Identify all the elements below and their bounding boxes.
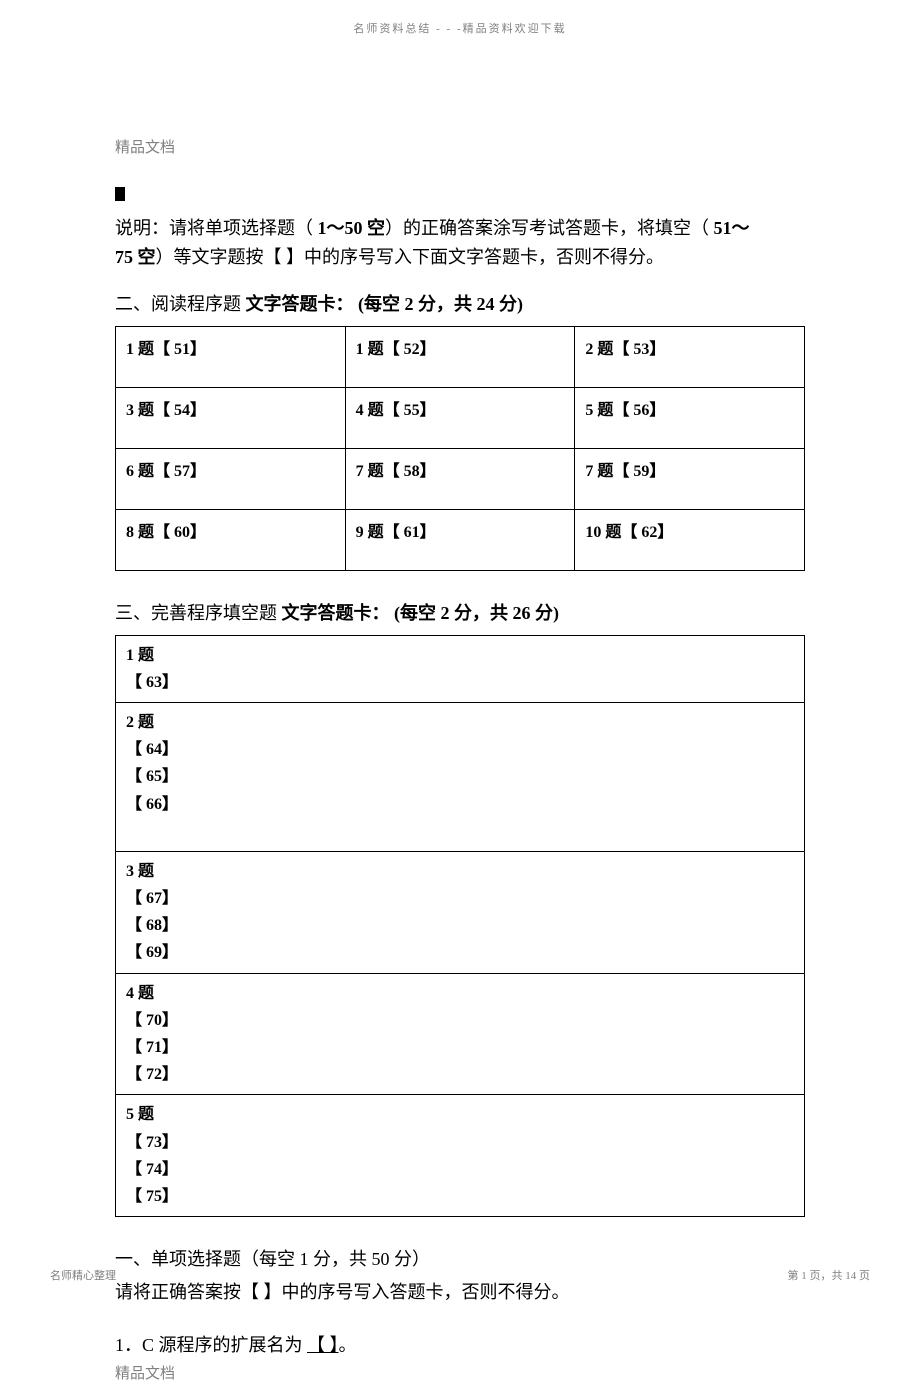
footer-left: 名师精心整理 — [50, 1267, 116, 1283]
q1-text: 。 — [339, 1335, 357, 1355]
instr-bold: 51～ — [709, 218, 750, 238]
answer-cell: 4 题【 70】【 71】【 72】 — [116, 973, 805, 1095]
answer-cell: 9 题【 61】 — [345, 509, 575, 570]
main-content: 精品文档 说明：请将单项选择题（ 1～50 空）的正确答案涂写考试答题卡，将填空… — [0, 36, 920, 1386]
answer-card-table-1: 1 题【 51】 1 题【 52】 2 题【 53】 3 题【 54】 4 题【… — [115, 326, 805, 571]
table-row: 6 题【 57】 7 题【 58】 7 题【 59】 — [116, 448, 805, 509]
section2-prefix: 二、阅读程序题 — [115, 294, 246, 314]
answer-cell: 2 题【 64】【 65】【 66】 — [116, 702, 805, 851]
table-row: 1 题【 63】 — [116, 635, 805, 702]
section1-title: 一、单项选择题（每空 1 分，共 50 分） — [115, 1245, 805, 1274]
table-row: 8 题【 60】 9 题【 61】 10 题【 62】 — [116, 509, 805, 570]
answer-cell: 7 题【 58】 — [345, 448, 575, 509]
instr-text: ）等文字题按【 — [156, 247, 282, 267]
section3-title: 三、完善程序填空题 文字答题卡： (每空 2 分，共 26 分) — [115, 599, 805, 625]
answer-cell: 3 题【 54】 — [116, 387, 346, 448]
instr-text: 说明：请将单项选择题（ — [115, 218, 313, 238]
answer-cell: 10 题【 62】 — [575, 509, 805, 570]
page-header: 名师资料总结 - - -精品资料欢迎下载 — [0, 0, 920, 36]
answer-cell: 5 题【 56】 — [575, 387, 805, 448]
answer-cell: 6 题【 57】 — [116, 448, 346, 509]
table-row: 4 题【 70】【 71】【 72】 — [116, 973, 805, 1095]
section2-title: 二、阅读程序题 文字答题卡： (每空 2 分，共 24 分) — [115, 290, 805, 316]
footer-right: 第 1 页，共 14 页 — [788, 1267, 871, 1283]
table-row: 3 题【 67】【 68】【 69】 — [116, 851, 805, 973]
section2-main: 文字答题卡： — [246, 294, 354, 314]
answer-cell: 3 题【 67】【 68】【 69】 — [116, 851, 805, 973]
answer-cell: 8 题【 60】 — [116, 509, 346, 570]
q1-blank: 【 】 — [307, 1335, 339, 1355]
title-bar-icon — [115, 187, 125, 201]
answer-cell: 5 题【 73】【 74】【 75】 — [116, 1095, 805, 1217]
answer-cell: 1 题【 52】 — [345, 326, 575, 387]
table-row: 5 题【 73】【 74】【 75】 — [116, 1095, 805, 1217]
table-row: 2 题【 64】【 65】【 66】 — [116, 702, 805, 851]
doc-label-top: 精品文档 — [115, 136, 805, 157]
section1-sub: 请将正确答案按【 】中的序号写入答题卡，否则不得分。 — [115, 1278, 805, 1307]
instr-bold: 1～50 空 — [313, 218, 385, 238]
instr-bold: 75 空 — [115, 247, 156, 267]
answer-cell: 4 题【 55】 — [345, 387, 575, 448]
section3-prefix: 三、完善程序填空题 — [115, 603, 282, 623]
instr-text: 】中的序号写入下面文字答题卡，否则不得分。 — [282, 247, 665, 267]
instructions: 说明：请将单项选择题（ 1～50 空）的正确答案涂写考试答题卡，将填空（ 51～… — [115, 214, 805, 272]
q1-text: 1．C 源程序的扩展名为 — [115, 1335, 307, 1355]
table-row: 3 题【 54】 4 题【 55】 5 题【 56】 — [116, 387, 805, 448]
answer-cell: 2 题【 53】 — [575, 326, 805, 387]
answer-cell: 7 题【 59】 — [575, 448, 805, 509]
answer-card-table-2: 1 题【 63】 2 题【 64】【 65】【 66】 3 题【 67】【 68… — [115, 635, 805, 1218]
answer-cell: 1 题【 51】 — [116, 326, 346, 387]
instr-text: ）的正确答案涂写考试答题卡，将填空（ — [385, 218, 709, 238]
section3-suffix: (每空 2 分，共 26 分) — [390, 603, 560, 623]
doc-label-bottom: 精品文档 — [115, 1362, 805, 1386]
section3-main: 文字答题卡： — [282, 603, 390, 623]
section2-suffix: (每空 2 分，共 24 分) — [354, 294, 524, 314]
question-1: 1．C 源程序的扩展名为 【 】。 — [115, 1331, 805, 1360]
answer-cell: 1 题【 63】 — [116, 635, 805, 702]
table-row: 1 题【 51】 1 题【 52】 2 题【 53】 — [116, 326, 805, 387]
